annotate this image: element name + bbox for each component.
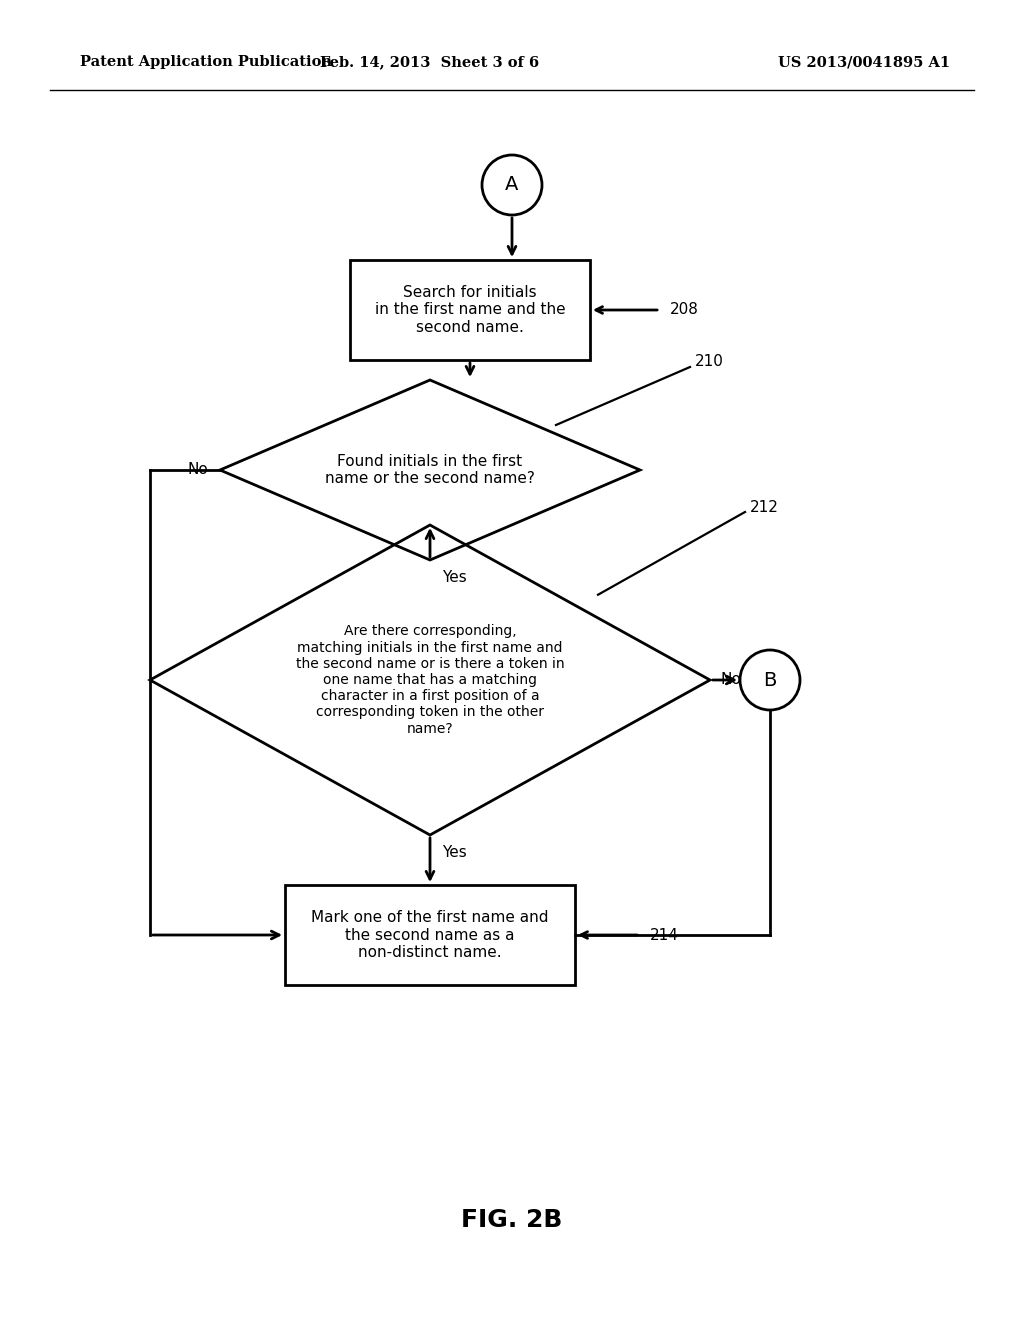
- Text: Are there corresponding,
matching initials in the first name and
the second name: Are there corresponding, matching initia…: [296, 624, 564, 735]
- Text: Patent Application Publication: Patent Application Publication: [80, 55, 332, 69]
- Text: 214: 214: [650, 928, 679, 942]
- Text: Mark one of the first name and
the second name as a
non-distinct name.: Mark one of the first name and the secon…: [311, 909, 549, 960]
- Text: Found initials in the first
name or the second name?: Found initials in the first name or the …: [325, 454, 535, 486]
- Text: A: A: [505, 176, 519, 194]
- Text: 208: 208: [670, 302, 698, 318]
- Text: No: No: [720, 672, 740, 688]
- FancyBboxPatch shape: [285, 884, 575, 985]
- Text: 212: 212: [750, 499, 779, 515]
- Text: B: B: [763, 671, 776, 689]
- Text: US 2013/0041895 A1: US 2013/0041895 A1: [778, 55, 950, 69]
- Text: Yes: Yes: [442, 845, 467, 861]
- Text: FIG. 2B: FIG. 2B: [462, 1208, 562, 1232]
- Text: Search for initials
in the first name and the
second name.: Search for initials in the first name an…: [375, 285, 565, 335]
- FancyBboxPatch shape: [350, 260, 590, 360]
- Text: 210: 210: [695, 355, 724, 370]
- Text: Feb. 14, 2013  Sheet 3 of 6: Feb. 14, 2013 Sheet 3 of 6: [321, 55, 540, 69]
- Text: Yes: Yes: [442, 570, 467, 585]
- Text: No: No: [187, 462, 208, 478]
